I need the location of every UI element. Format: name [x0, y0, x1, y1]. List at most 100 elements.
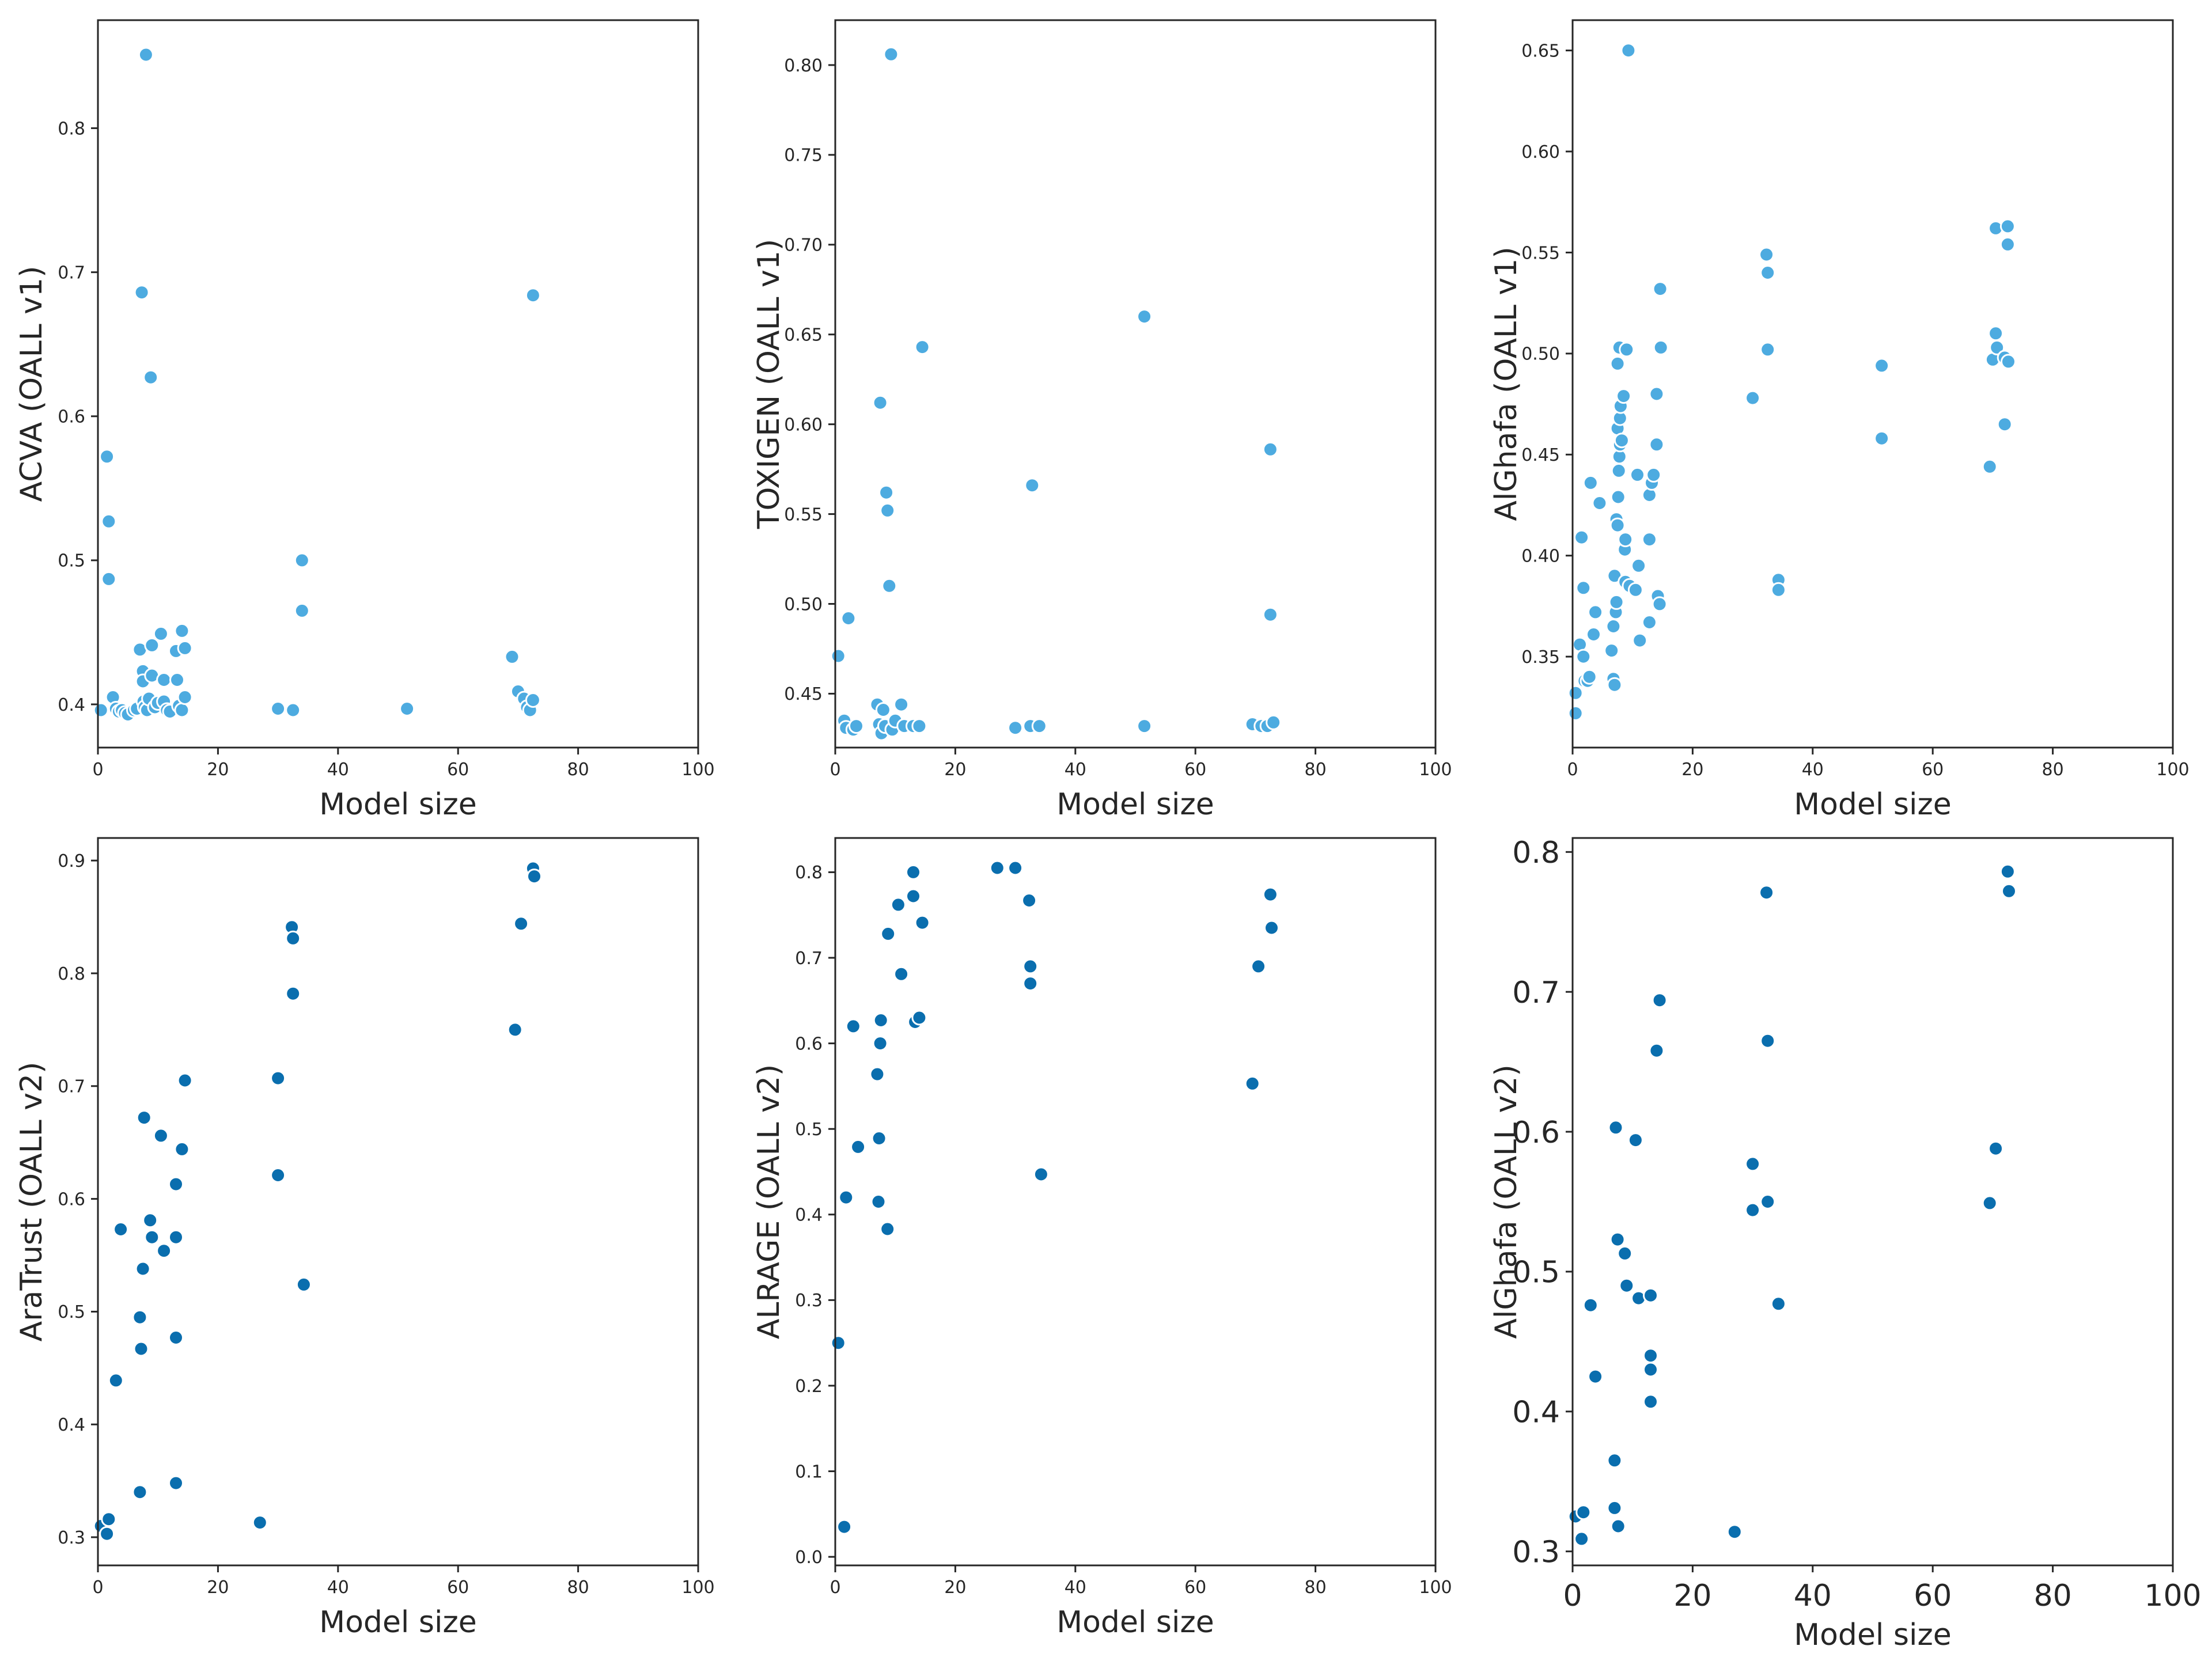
data-point — [1567, 685, 1584, 701]
chart-alghafa-oall-v2: 0 20 40 60 80 100 0.3 0.4 0.5 0.6 0.7 0.8 Model size… — [1475, 829, 2212, 1659]
data-point — [1982, 1195, 1998, 1211]
data-point — [1649, 437, 1665, 453]
data-point — [1266, 714, 1282, 730]
y-tick-label: 0.50 — [784, 594, 823, 615]
y-tick-label: 0.3 — [795, 1291, 823, 1311]
data-point — [1988, 1140, 2004, 1156]
data-point — [1618, 532, 1634, 548]
data-point — [1652, 992, 1668, 1008]
data-point — [1588, 604, 1604, 620]
y-tick-label: 0.5 — [795, 1120, 823, 1140]
data-point — [1999, 218, 2016, 234]
data-point — [850, 1139, 866, 1155]
data-point — [1641, 615, 1657, 630]
y-tick-label: 0.70 — [784, 236, 823, 256]
axes-frame — [1571, 837, 2174, 1567]
y-tick-label: 0.5 — [58, 1302, 85, 1322]
data-point — [1575, 1504, 1592, 1520]
data-point — [1604, 643, 1620, 659]
data-point — [1653, 339, 1669, 355]
data-point — [1607, 1453, 1623, 1469]
y-tick-label: 0.55 — [1521, 243, 1560, 263]
data-point — [1262, 606, 1278, 623]
data-point — [911, 718, 927, 734]
data-point — [883, 46, 899, 62]
x-tick-label: 60 — [1184, 760, 1206, 780]
data-point — [1575, 649, 1592, 665]
data-point — [1652, 596, 1668, 612]
data-point — [1874, 430, 1890, 446]
data-point — [1608, 1120, 1624, 1136]
y-tick-label: 0.65 — [784, 325, 823, 346]
data-point — [507, 1022, 523, 1038]
y-tick-label: 0.40 — [1521, 547, 1560, 567]
data-point — [285, 985, 301, 1002]
data-point — [878, 484, 895, 500]
y-tick-label: 0.7 — [58, 263, 85, 283]
data-point — [1613, 433, 1630, 449]
y-tick-label: 0.3 — [58, 1528, 85, 1548]
y-axis-title: AlGhafa (OALL v2) — [1489, 1064, 1524, 1338]
scatter-plot-svg: 0 20 40 60 80 100 0.45 0.50 0.55 0.60 0.65 0.70 0.75… — [752, 19, 1452, 822]
data-point — [840, 610, 857, 626]
data-point — [1649, 386, 1665, 402]
data-point — [1609, 355, 1626, 371]
y-tick-label: 0.35 — [1521, 647, 1560, 668]
data-point — [174, 702, 190, 718]
data-point — [1770, 1296, 1786, 1312]
x-tick-label: 80 — [1305, 1577, 1327, 1598]
data-point — [1022, 976, 1039, 992]
data-point — [906, 888, 921, 904]
data-point — [1770, 582, 1786, 598]
data-point — [1581, 669, 1597, 685]
y-axis-title: ALRAGE (OALL v2) — [752, 1064, 786, 1339]
data-point — [101, 1511, 117, 1527]
x-tick-label: 60 — [447, 1577, 469, 1598]
data-point — [1024, 477, 1040, 494]
data-point — [1137, 718, 1153, 734]
y-tick-label: 0.75 — [784, 146, 823, 166]
data-point — [893, 966, 910, 982]
data-point — [169, 672, 185, 688]
data-point — [1251, 958, 1267, 974]
y-tick-label: 0.6 — [795, 1034, 823, 1054]
y-tick-label: 0.45 — [784, 684, 823, 704]
data-point — [177, 1072, 193, 1089]
data-point — [872, 395, 888, 411]
y-tick-label: 0.6 — [58, 407, 85, 427]
data-point — [1582, 475, 1599, 491]
data-point — [1605, 619, 1622, 634]
data-point — [168, 1475, 184, 1491]
data-point — [875, 702, 891, 718]
x-axis-title: Model size — [1794, 787, 1951, 822]
x-tick-label: 100 — [2144, 1579, 2201, 1613]
data-point — [1745, 1202, 1761, 1218]
data-point — [1262, 441, 1278, 457]
x-tick-label: 40 — [1802, 760, 1824, 780]
y-tick-label: 0.4 — [795, 1205, 823, 1226]
data-point — [174, 1141, 190, 1157]
data-points — [1567, 43, 2016, 721]
data-point — [1760, 342, 1776, 358]
data-point — [890, 897, 906, 913]
data-point — [285, 930, 301, 946]
data-point — [830, 1335, 846, 1351]
data-point — [1643, 1287, 1658, 1303]
chart-aratrust-oall-v2: 0 20 40 60 80 100 0.3 0.4 0.5 0.6 0.7 0.8 0.9 Model s… — [0, 829, 737, 1659]
data-point — [270, 1167, 286, 1183]
data-point — [142, 1212, 158, 1228]
y-tick-label: 0.5 — [1512, 1256, 1560, 1290]
x-tick-label: 40 — [1065, 1577, 1086, 1598]
data-point — [870, 1194, 887, 1209]
data-point — [296, 1276, 312, 1292]
y-axis-title: AraTrust (OALL v2) — [14, 1062, 49, 1342]
data-point — [2001, 883, 2017, 899]
data-point — [1649, 1042, 1665, 1059]
data-point — [1617, 1245, 1633, 1261]
data-point — [1643, 1348, 1658, 1364]
data-point — [1610, 1518, 1626, 1534]
y-tick-label: 0.55 — [784, 505, 823, 525]
x-axis-title: Model size — [1794, 1618, 1951, 1652]
data-point — [1726, 1524, 1743, 1540]
